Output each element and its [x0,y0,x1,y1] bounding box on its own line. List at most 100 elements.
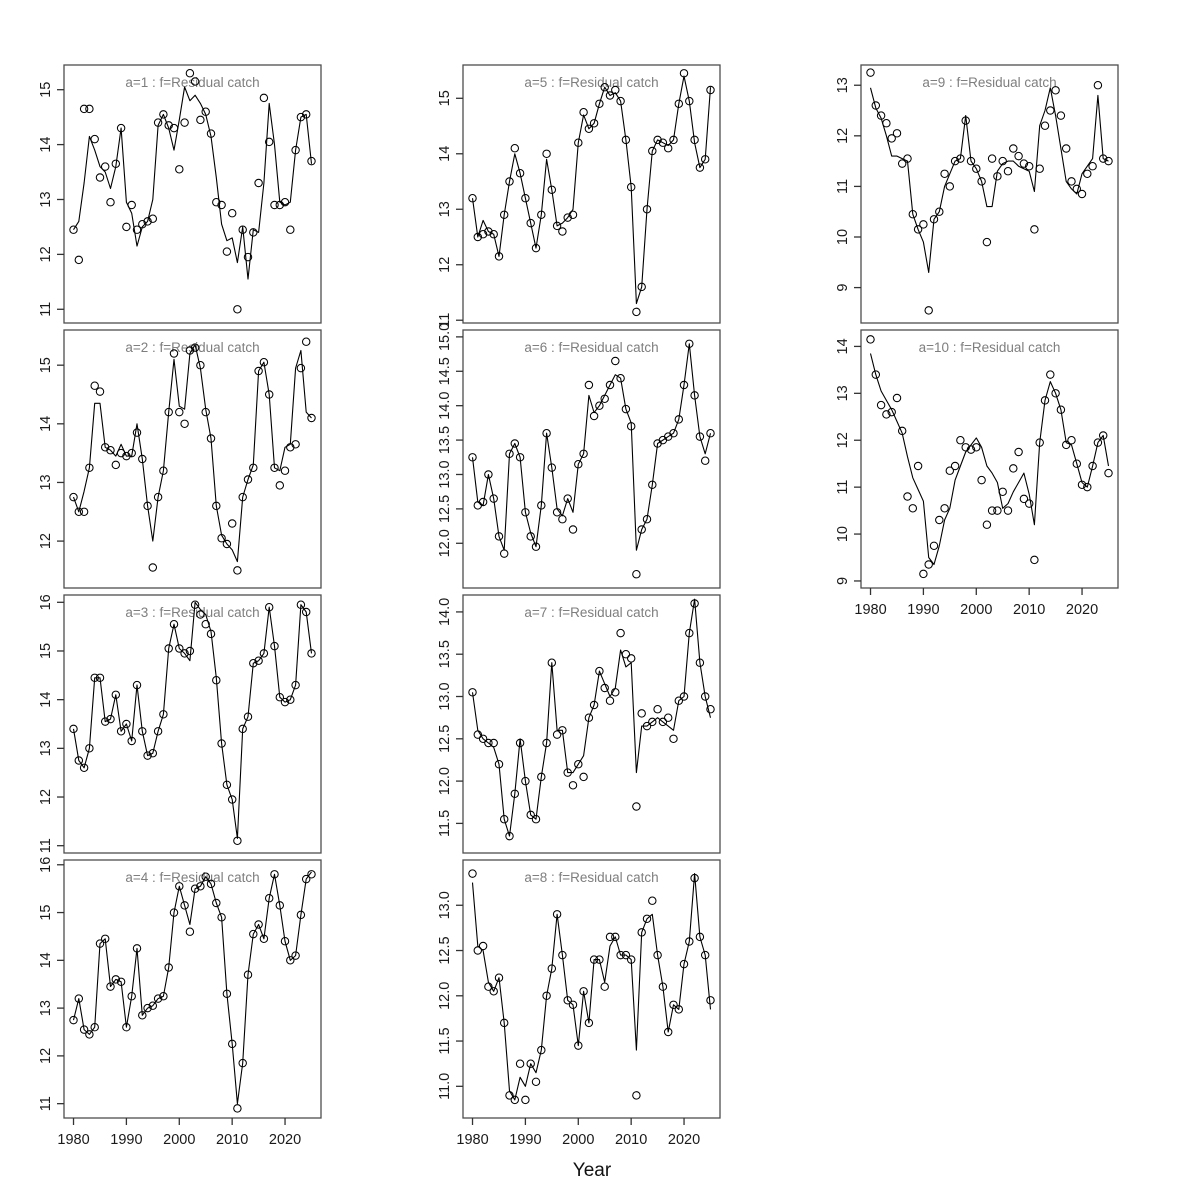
data-point [605,932,615,942]
data-point [74,507,84,517]
panel-a1: a=1 : f=Residual catch 11 12 13 14 15 [38,64,322,324]
data-point [148,214,158,223]
data-point [143,751,152,760]
data-point [637,282,646,292]
data-point [227,208,237,218]
data-point [558,950,567,960]
data-point [148,1001,158,1010]
panel-border [63,594,322,854]
panel-title: a=9 : f=Residual catch [922,75,1056,90]
data-point [106,197,115,207]
data-point [238,1058,247,1068]
y-tick-label: 13 [38,191,54,207]
data-point [499,814,509,824]
data-point [169,349,179,358]
data-point [222,780,232,790]
x-tick-label: 2020 [269,1132,301,1148]
data-point [1093,438,1103,447]
data-point [499,210,509,220]
data-point [611,932,620,942]
data-point [695,432,705,441]
data-point [270,870,279,879]
data-point [663,713,673,722]
data-point [85,1030,94,1039]
data-point [515,738,525,748]
panel-title: a=6 : f=Residual catch [524,340,658,355]
data-point [301,874,311,884]
y-tick-label: 13.0 [437,460,453,488]
data-point [175,165,184,174]
data-point [468,453,477,462]
data-point [478,497,488,507]
data-point [935,515,944,525]
y-tick-label: 15 [38,643,54,659]
data-point [632,569,641,579]
data-point [175,407,184,417]
data-point [296,112,306,122]
data-point [270,641,279,651]
data-point [621,404,631,414]
y-tick-label: 13.0 [437,891,453,919]
data-point [626,422,636,431]
data-point [531,542,541,551]
data-point [238,492,247,502]
panel-a3: a=3 : f=Residual catch 11 12 13 14 15 16 [38,594,322,854]
data-point [563,768,572,777]
data-point [1104,156,1113,166]
data-point [138,1011,147,1020]
data-point [574,1041,583,1050]
data-point [892,129,902,138]
data-point [526,810,535,820]
data-point [69,1015,78,1025]
data-point [505,449,514,459]
data-point [1067,435,1076,445]
data-point [632,802,641,811]
data-point [95,173,105,182]
data-point [85,744,94,753]
data-point [531,814,541,824]
fit-line [73,86,313,280]
data-point [897,159,907,168]
data-point [621,649,631,659]
data-point [100,934,110,944]
panel-border [462,594,721,854]
panel-border [860,329,1119,589]
data-point [1030,225,1039,234]
data-point [259,934,269,944]
data-point [866,335,875,344]
data-point [153,492,163,502]
data-point [243,252,253,262]
data-point [249,228,258,237]
data-point [950,461,960,471]
data-point [595,401,604,410]
data-point [201,107,210,116]
data-point [616,373,625,383]
data-point [138,727,147,736]
data-point [90,1022,99,1032]
x-tick-label: 1990 [110,1132,142,1148]
data-point [611,356,620,366]
y-tick-label: 11.5 [437,1027,453,1054]
panel-title: a=5 : f=Residual catch [524,75,658,90]
y-tick-label: 14 [437,146,453,162]
panel-a6: a=6 : f=Residual catch 12.0 12.5 13.0 13.5 14… [437,323,721,589]
data-point [275,901,285,910]
data-point [148,563,158,572]
data-point [243,970,253,979]
data-point [95,673,105,683]
data-point [489,738,498,748]
y-tick-label: 11 [835,480,851,495]
data-point [531,243,541,253]
panel-a9: a=9 : f=Residual catch 9 10 11 12 13 [835,64,1119,324]
data-point [616,950,625,960]
data-point [526,1059,535,1068]
data-point [301,337,311,346]
data-point [227,519,237,528]
data-point [558,726,567,735]
data-point [626,955,636,964]
y-tick-label: 11 [38,838,54,853]
data-point [79,104,89,114]
data-point [122,1022,131,1032]
data-point [987,154,997,163]
data-point [153,994,163,1003]
